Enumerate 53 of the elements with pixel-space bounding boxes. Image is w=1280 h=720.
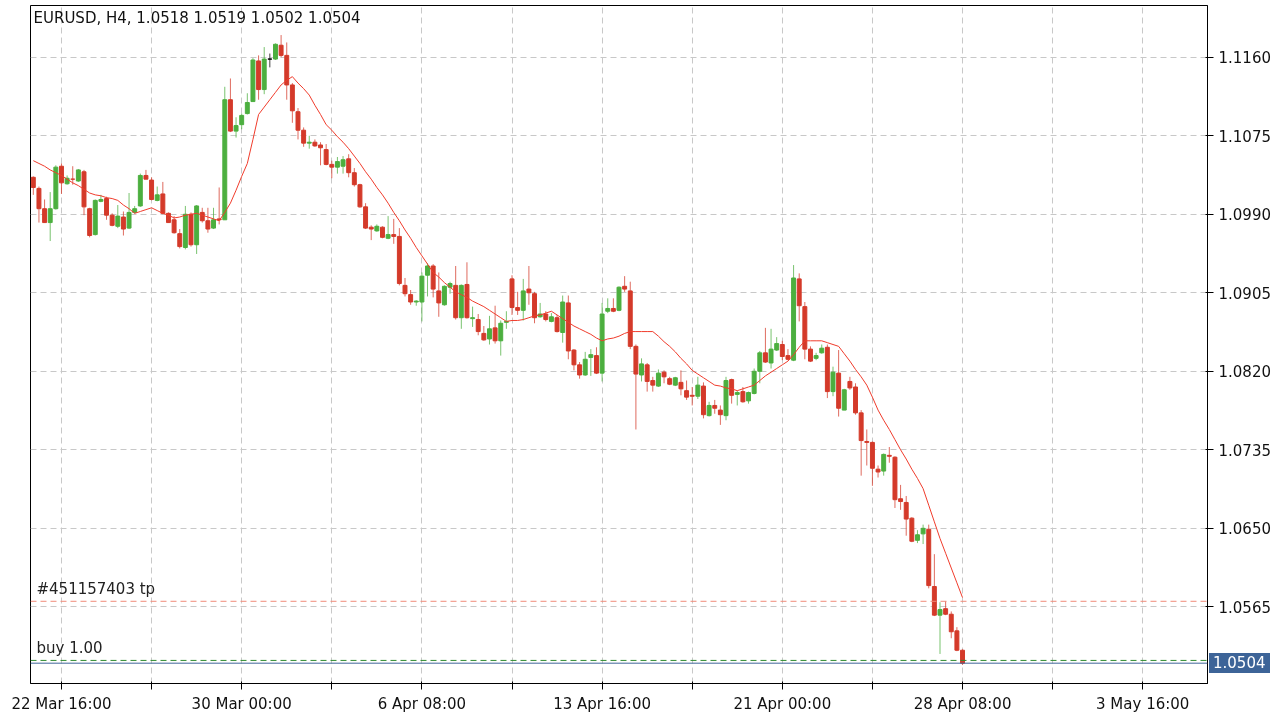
x-tick-label: 3 May 16:00 [1096,694,1190,713]
candlestick [661,369,667,384]
y-tick-label: 1.0990 [1218,206,1271,225]
candlestick [582,351,588,377]
candlestick [875,465,881,479]
candlestick [526,265,532,306]
y-tick-label: 1.0820 [1218,363,1271,382]
y-tick-label: 1.0565 [1218,598,1271,617]
candlestick [498,319,504,357]
y-tick-label: 1.0735 [1218,441,1271,460]
candlestick [881,453,887,477]
y-tick-label: 1.1160 [1218,49,1271,68]
candlestick [520,278,526,321]
candlestick [475,313,481,336]
candlestick [729,378,735,405]
candlestick [830,366,836,397]
x-tick-label: 30 Mar 00:00 [191,694,292,713]
candlestick [588,348,594,377]
candlestick [402,277,408,297]
candlestick [120,210,126,236]
candlestick [233,116,239,139]
candlestick [436,271,442,318]
candlestick [639,357,644,382]
x-tick-label: 6 Apr 08:00 [377,694,467,713]
candlestick [717,404,723,426]
candlestick [30,175,36,196]
candlestick [430,263,436,298]
ref-line-label: 1.0504 [1209,653,1270,673]
candlestick [115,204,121,229]
x-tick-label: 13 Apr 16:00 [553,694,652,713]
y-tick-label: 1.0650 [1218,520,1271,539]
x-tick-label: 28 Apr 08:00 [913,694,1012,713]
candlestick [594,346,599,375]
y-tick-label: 1.1075 [1218,127,1271,146]
candlestick [160,181,166,215]
ref-line-label: #451157403 tp [36,580,156,599]
candlestick [470,306,476,328]
ref-line-label: buy 1.00 [36,639,103,658]
candlestick [59,162,64,195]
candlestick [177,228,183,249]
candlestick [937,601,943,655]
candlestick [492,305,498,345]
candlestick [678,369,684,396]
candlestick [487,315,492,345]
line-series [32,76,964,599]
y-tick-label: 1.0905 [1218,284,1271,303]
x-tick-label: 22 Mar 16:00 [11,694,112,713]
candlestick [762,327,768,364]
candlestick [695,376,701,400]
candlestick [143,169,149,180]
x-tick-label: 21 Apr 00:00 [733,694,832,713]
candlestick [616,285,622,312]
chart-title: EURUSD, H4, 1.0518 1.0519 1.0502 1.0504 [33,8,361,27]
